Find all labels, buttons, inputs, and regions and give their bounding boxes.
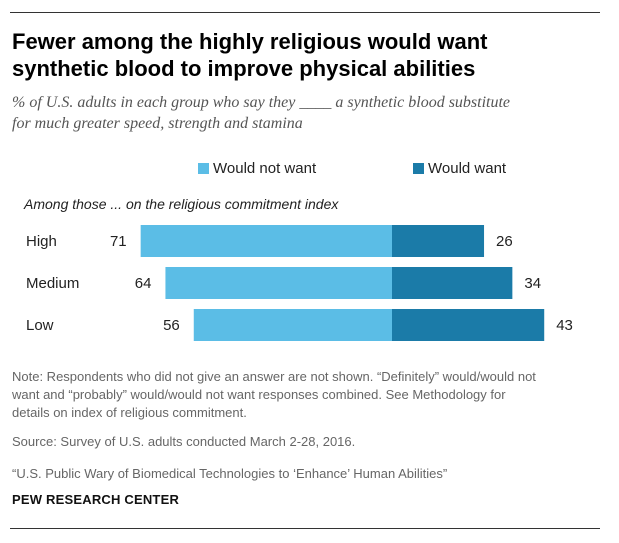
- bar-would-not-want-medium: [165, 267, 392, 299]
- category-label-high: High: [26, 233, 57, 250]
- legend-swatch-would-not-want: [198, 162, 209, 174]
- note-line-1: Note: Respondents who did not give an an…: [12, 369, 536, 384]
- note-text: Note: Respondents who did not give an an…: [12, 368, 607, 422]
- bar-would-not-want-high: [140, 225, 392, 257]
- category-label-low: Low: [26, 317, 54, 334]
- brand-name: PEW RESEARCH CENTER: [12, 492, 180, 507]
- value-label-would-want-high: 26: [496, 233, 513, 250]
- bar-would-want-high: [392, 225, 485, 257]
- legend-swatch-would-want: [413, 162, 424, 174]
- bar-chart: High 71 26 Medium 64 34 Low 56 43: [26, 225, 573, 341]
- axis-title: Among those ... on the religious commitm…: [24, 196, 339, 212]
- chart-title: Fewer among the highly religious would w…: [12, 28, 602, 82]
- value-label-would-not-want-medium: 64: [135, 275, 152, 292]
- legend-item-would-not-want: Would not want: [198, 158, 316, 178]
- bar-would-not-want-low: [193, 309, 392, 341]
- legend-item-would-want: Would want: [413, 158, 506, 178]
- subtitle-line-2: for much greater speed, strength and sta…: [12, 115, 303, 132]
- category-label-medium: Medium: [26, 275, 79, 292]
- subtitle-line-1: % of U.S. adults in each group who say t…: [12, 94, 511, 111]
- value-label-would-want-medium: 34: [524, 275, 541, 292]
- legend-label-would-not-want: Would not want: [213, 159, 317, 177]
- report-title: “U.S. Public Wary of Biomedical Technolo…: [12, 466, 448, 481]
- chart-subtitle: % of U.S. adults in each group who say t…: [12, 92, 607, 134]
- note-line-2: want and “probably” would/would not want…: [12, 387, 506, 402]
- title-line-2: synthetic blood to improve physical abil…: [12, 56, 476, 81]
- legend-label-would-want: Would want: [428, 159, 507, 177]
- value-label-would-want-low: 43: [556, 317, 573, 334]
- note-line-3: details on index of religious commitment…: [12, 405, 247, 420]
- title-line-1: Fewer among the highly religious would w…: [12, 29, 488, 54]
- top-rule: [10, 12, 600, 13]
- bottom-rule: [10, 528, 600, 529]
- source-text: Source: Survey of U.S. adults conducted …: [12, 434, 356, 449]
- value-label-would-not-want-high: 71: [110, 233, 127, 250]
- bar-would-want-low: [392, 309, 545, 341]
- value-label-would-not-want-low: 56: [163, 317, 180, 334]
- bar-would-want-medium: [392, 267, 513, 299]
